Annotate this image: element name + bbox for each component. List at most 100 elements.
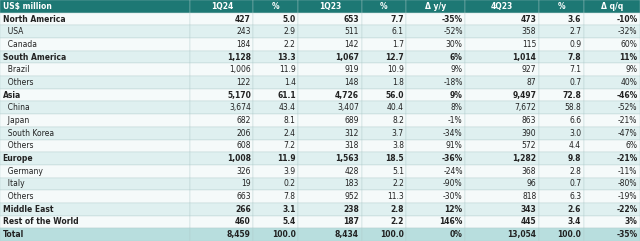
Text: 96: 96 (527, 179, 536, 188)
Text: Canada: Canada (3, 40, 36, 49)
Text: 2.2: 2.2 (390, 217, 404, 227)
Bar (0, 152, 190, 165)
Bar (253, 178, 298, 190)
Bar (362, 89, 406, 101)
Text: 8%: 8% (451, 103, 463, 112)
Bar (253, 152, 298, 165)
Text: 72.8: 72.8 (563, 91, 581, 100)
Text: 5,170: 5,170 (227, 91, 251, 100)
Bar (190, 228, 253, 241)
Text: -21%: -21% (616, 154, 637, 163)
Bar (253, 63, 298, 76)
Text: 6.6: 6.6 (569, 116, 581, 125)
Text: 326: 326 (236, 167, 251, 176)
Text: %: % (557, 2, 565, 11)
Text: 9%: 9% (451, 65, 463, 74)
Text: 312: 312 (344, 129, 359, 138)
Bar (190, 140, 253, 152)
Bar (465, 89, 539, 101)
Bar (298, 25, 362, 38)
Bar (539, 0, 584, 13)
Bar (0, 127, 190, 140)
Bar (584, 76, 640, 89)
Bar (539, 178, 584, 190)
Text: Total: Total (3, 230, 24, 239)
Bar (0, 25, 190, 38)
Bar (0, 178, 190, 190)
Bar (539, 216, 584, 228)
Text: 1Q23: 1Q23 (319, 2, 341, 11)
Bar (0, 13, 190, 25)
Bar (584, 13, 640, 25)
Bar (190, 25, 253, 38)
Bar (465, 0, 539, 13)
Bar (298, 101, 362, 114)
Bar (362, 51, 406, 63)
Bar (406, 38, 465, 51)
Bar (584, 140, 640, 152)
Bar (298, 114, 362, 127)
Text: 56.0: 56.0 (385, 91, 404, 100)
Text: 343: 343 (520, 205, 536, 214)
Text: 663: 663 (236, 192, 251, 201)
Bar (406, 203, 465, 216)
Text: 318: 318 (344, 141, 359, 150)
Text: -47%: -47% (618, 129, 637, 138)
Text: 5.1: 5.1 (392, 167, 404, 176)
Text: 653: 653 (343, 14, 359, 24)
Text: 8.2: 8.2 (392, 116, 404, 125)
Bar (584, 127, 640, 140)
Text: 1.8: 1.8 (392, 78, 404, 87)
Bar (362, 76, 406, 89)
Text: South Korea: South Korea (3, 129, 54, 138)
Text: 61.1: 61.1 (277, 91, 296, 100)
Text: 60%: 60% (621, 40, 637, 49)
Text: 7,672: 7,672 (515, 103, 536, 112)
Text: -52%: -52% (618, 103, 637, 112)
Bar (539, 190, 584, 203)
Text: 818: 818 (522, 192, 536, 201)
Bar (190, 165, 253, 178)
Bar (465, 114, 539, 127)
Text: Asia: Asia (3, 91, 21, 100)
Text: -21%: -21% (618, 116, 637, 125)
Text: 142: 142 (344, 40, 359, 49)
Text: -34%: -34% (443, 129, 463, 138)
Text: 608: 608 (236, 141, 251, 150)
Text: 2.2: 2.2 (284, 40, 296, 49)
Bar (298, 89, 362, 101)
Bar (253, 190, 298, 203)
Bar (584, 114, 640, 127)
Text: 390: 390 (522, 129, 536, 138)
Text: 4,726: 4,726 (335, 91, 359, 100)
Text: 146%: 146% (440, 217, 463, 227)
Bar (362, 13, 406, 25)
Text: 3.8: 3.8 (392, 141, 404, 150)
Text: -52%: -52% (444, 27, 463, 36)
Text: 0.7: 0.7 (569, 179, 581, 188)
Text: -30%: -30% (443, 192, 463, 201)
Text: -80%: -80% (618, 179, 637, 188)
Text: 1,008: 1,008 (227, 154, 251, 163)
Bar (190, 127, 253, 140)
Text: 952: 952 (344, 192, 359, 201)
Text: 40.4: 40.4 (387, 103, 404, 112)
Text: 3.1: 3.1 (282, 205, 296, 214)
Text: 8.1: 8.1 (284, 116, 296, 125)
Bar (584, 152, 640, 165)
Text: 7.2: 7.2 (284, 141, 296, 150)
Bar (190, 38, 253, 51)
Bar (406, 152, 465, 165)
Bar (190, 178, 253, 190)
Text: 9%: 9% (625, 65, 637, 74)
Text: -11%: -11% (618, 167, 637, 176)
Bar (406, 228, 465, 241)
Text: 6%: 6% (450, 53, 463, 62)
Text: 1,014: 1,014 (513, 53, 536, 62)
Text: -90%: -90% (443, 179, 463, 188)
Bar (362, 216, 406, 228)
Text: 1,282: 1,282 (512, 154, 536, 163)
Text: North America: North America (3, 14, 65, 24)
Text: 3.7: 3.7 (392, 129, 404, 138)
Text: 11.9: 11.9 (277, 154, 296, 163)
